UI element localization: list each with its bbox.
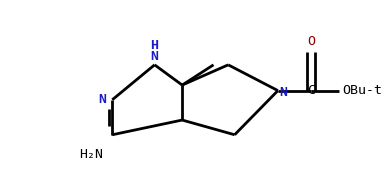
- Text: H: H: [151, 39, 159, 52]
- Text: H₂N: H₂N: [79, 148, 103, 161]
- Text: O: O: [307, 35, 315, 48]
- Text: C: C: [307, 84, 315, 97]
- Text: N: N: [99, 93, 107, 106]
- Text: OBu-t: OBu-t: [342, 84, 382, 97]
- Text: N: N: [151, 50, 159, 63]
- Text: N: N: [280, 86, 288, 99]
